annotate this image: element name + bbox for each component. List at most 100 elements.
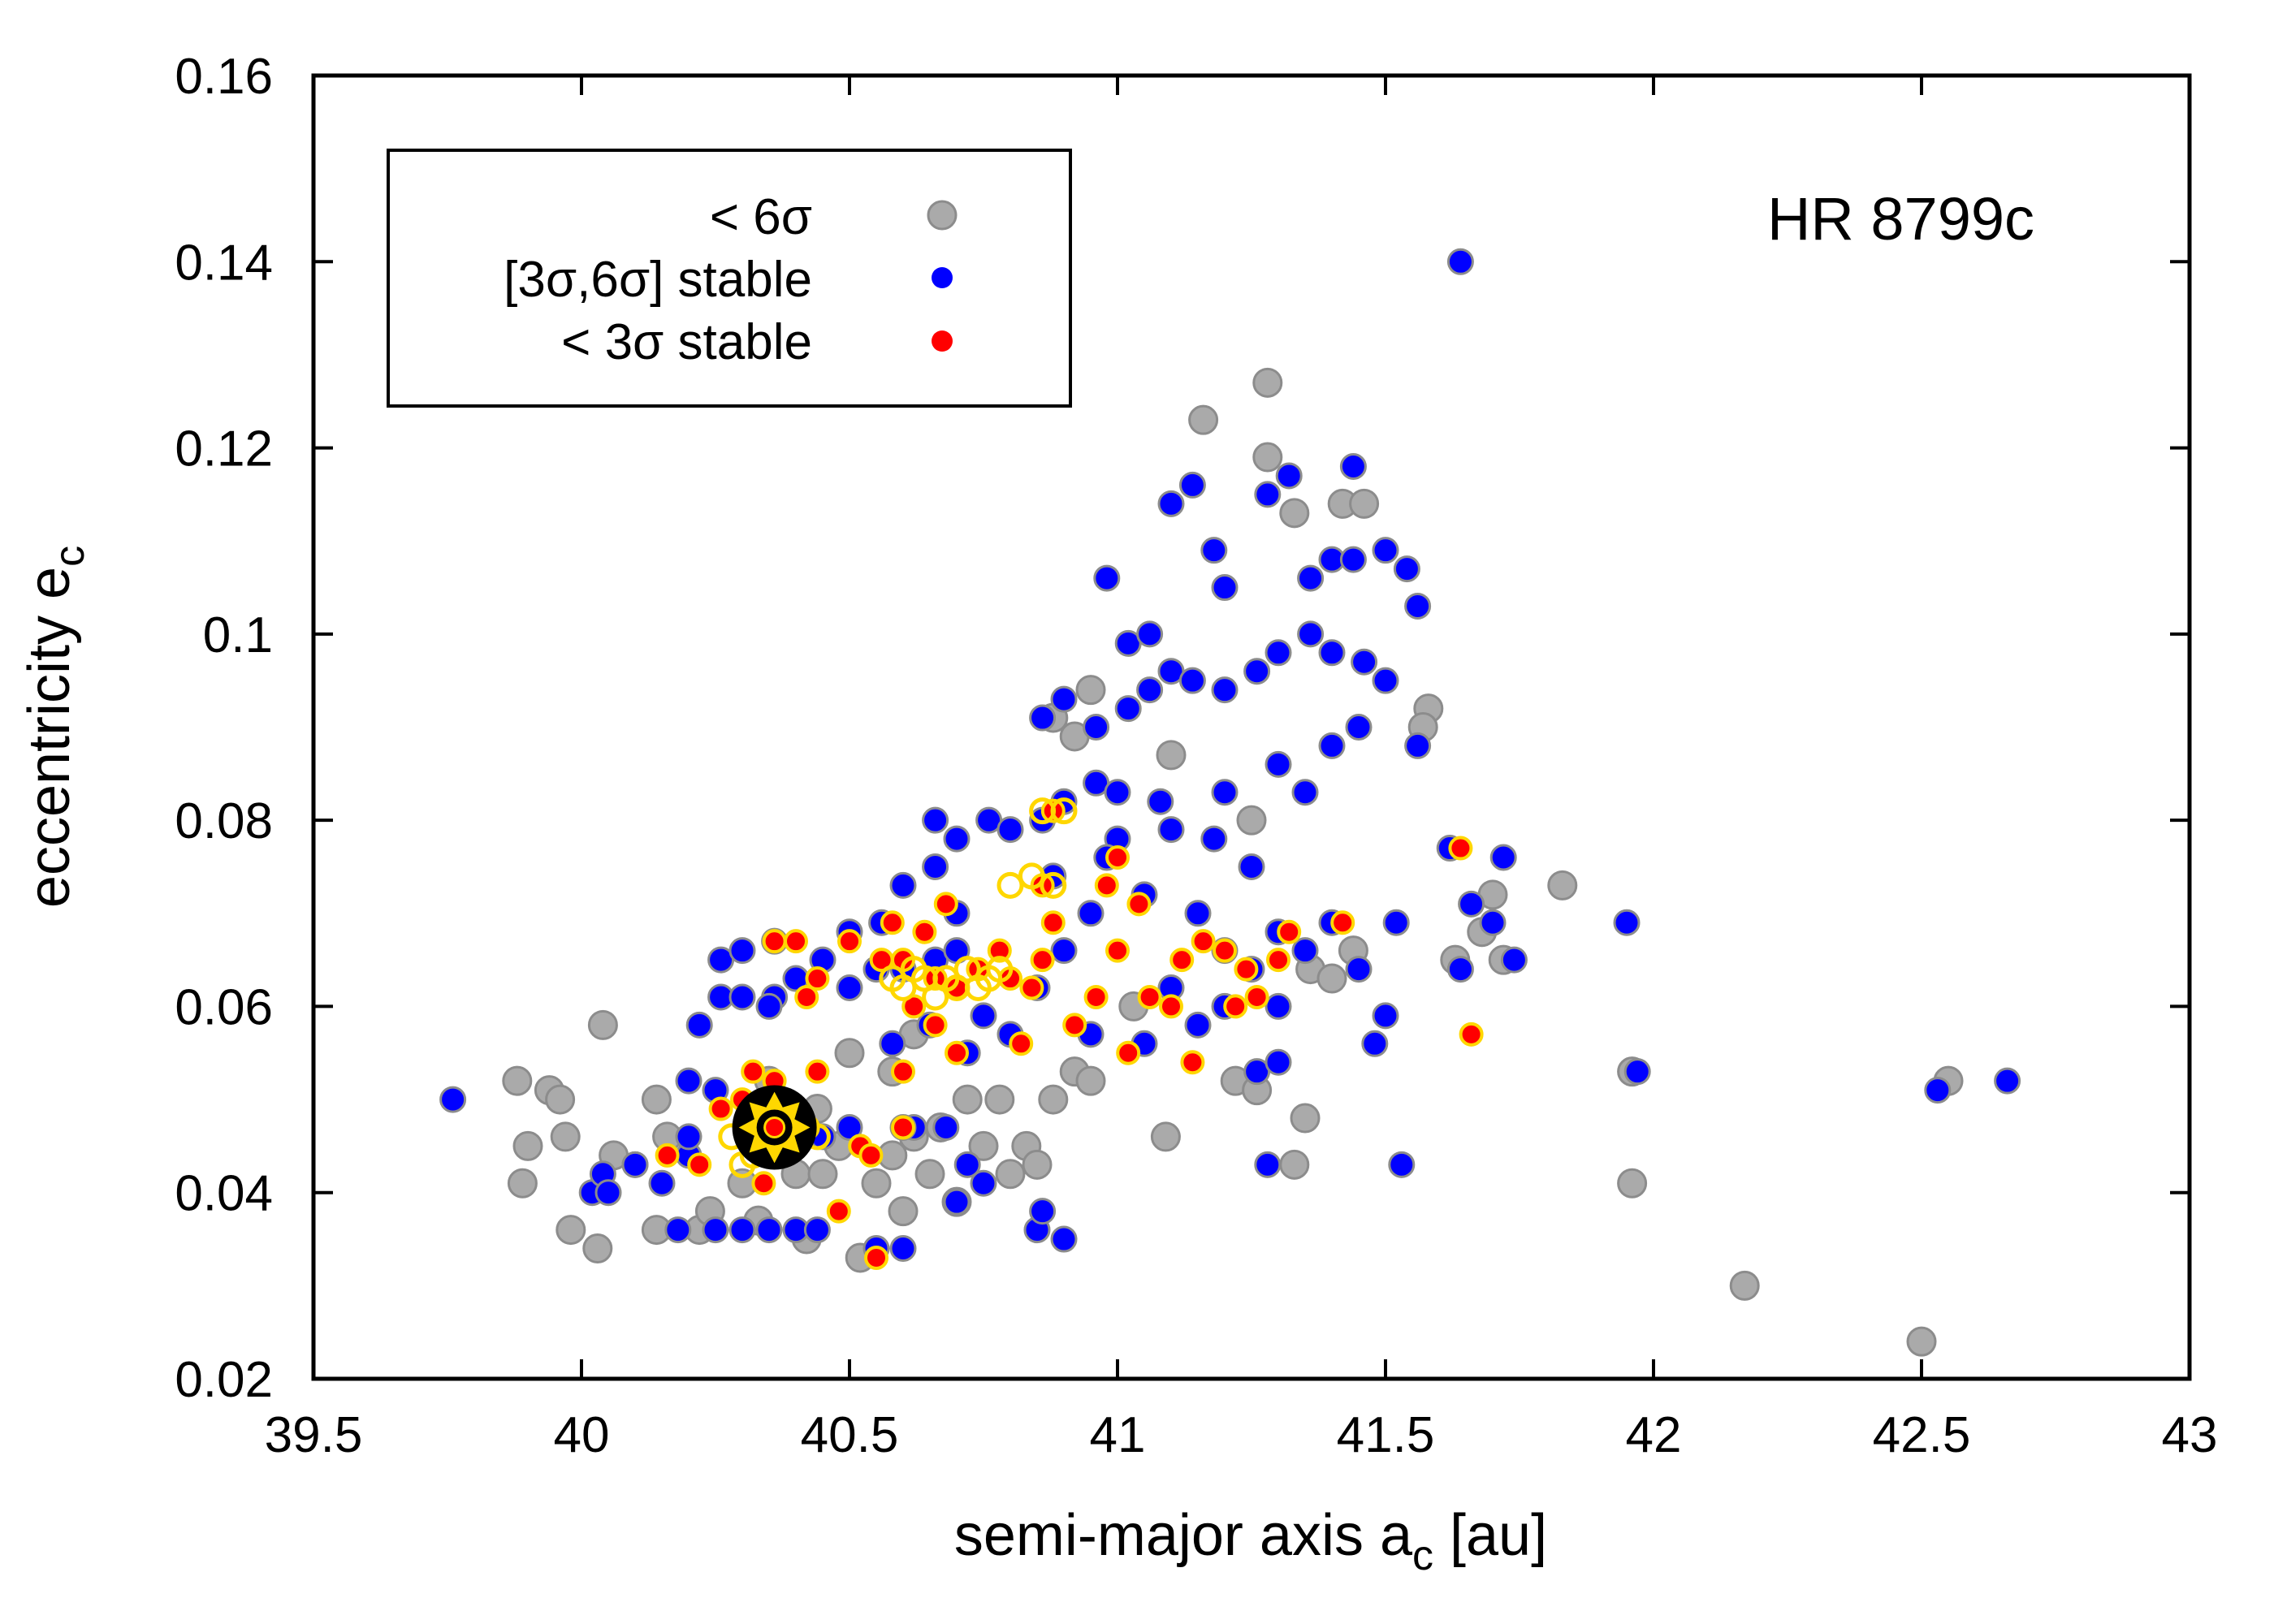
blue-point [1458, 890, 1485, 918]
red-point [864, 1245, 888, 1270]
y-tick-label: 0.12 [175, 421, 273, 477]
red-point [1062, 1013, 1087, 1038]
gray-point [550, 1121, 581, 1152]
red-point [1277, 919, 1302, 944]
blue-point [1291, 779, 1319, 806]
blue-point [889, 871, 917, 899]
gray-point [952, 1084, 983, 1115]
x-axis-title: semi-major axis ac [au] [954, 1503, 1547, 1579]
red-point [1126, 892, 1152, 917]
x-axis-title-sub: c [1412, 1532, 1433, 1579]
blue-point [1104, 779, 1131, 806]
red-point [1223, 994, 1248, 1019]
blue-point [648, 1169, 676, 1197]
red-point [1234, 957, 1259, 982]
red-point [1191, 929, 1216, 954]
gray-point [1906, 1326, 1937, 1357]
blue-point [970, 1169, 997, 1197]
blue-point [675, 1067, 703, 1095]
blue-point [594, 1179, 622, 1207]
legend-marker-gray [927, 200, 958, 231]
red-point [805, 966, 830, 991]
blue-point [1184, 900, 1212, 927]
gray-point [834, 1038, 865, 1069]
red-point [1094, 873, 1119, 898]
blue-point [755, 1216, 783, 1244]
blue-point [1211, 676, 1239, 704]
blue-point [1489, 844, 1517, 871]
best-fit-dot [763, 1116, 786, 1138]
blue-point [1136, 620, 1164, 648]
blue-point [1339, 546, 1367, 573]
legend-marker-red [932, 330, 953, 352]
blue-point [1029, 704, 1057, 732]
gray-point [995, 1159, 1026, 1190]
legend-marker-blue [932, 267, 953, 288]
blue-point [1093, 564, 1121, 592]
blue-point [1404, 592, 1432, 620]
red-point [655, 1142, 680, 1168]
blue-point [728, 983, 756, 1011]
x-tick-label: 39.5 [265, 1407, 363, 1463]
blue-point [1291, 937, 1319, 965]
red-point [891, 1115, 915, 1140]
red-point [826, 1199, 851, 1224]
yellow-point [986, 956, 1014, 983]
blue-point [1077, 900, 1105, 927]
blue-point [943, 1188, 971, 1216]
gray-point [888, 1196, 919, 1227]
x-axis-title-unit: [au] [1433, 1503, 1547, 1568]
x-tick-label: 42 [1626, 1407, 1682, 1463]
blue-point [1114, 695, 1142, 723]
red-point [933, 892, 958, 917]
x-axis-title-main: semi-major axis a [954, 1503, 1413, 1568]
x-tick-label: 40 [554, 1407, 610, 1463]
gray-point [1617, 1168, 1648, 1199]
x-tick-label: 41 [1090, 1407, 1146, 1463]
blue-point [1157, 816, 1185, 844]
blue-point [1318, 639, 1346, 667]
gray-point [1547, 870, 1578, 901]
blue-point [1318, 732, 1346, 759]
y-axis-title: eccentricity ec [17, 546, 93, 908]
blue-point [755, 992, 783, 1020]
blue-point [1136, 676, 1164, 704]
red-point [858, 1142, 884, 1168]
blue-point [702, 1216, 729, 1244]
red-point [891, 1059, 915, 1084]
gray-point [1188, 404, 1219, 435]
yellow-point [996, 871, 1024, 899]
blue-point [1388, 1151, 1416, 1178]
red-point [1244, 984, 1269, 1009]
blue-point [889, 1235, 917, 1262]
y-tick-label: 0.02 [175, 1352, 273, 1408]
blue-point [953, 1151, 981, 1178]
gray-point [512, 1130, 543, 1161]
gray-point [1150, 1121, 1181, 1152]
blue-point [1372, 1002, 1399, 1030]
blue-point [1211, 779, 1239, 806]
gray-point [641, 1084, 672, 1115]
y-tick-label: 0.14 [175, 235, 273, 291]
blue-point [1238, 853, 1265, 880]
x-tick-label: 42.5 [1873, 1407, 1971, 1463]
blue-point [1265, 992, 1292, 1020]
gray-point [914, 1159, 945, 1190]
blue-point [1345, 714, 1373, 741]
gray-point [968, 1130, 999, 1161]
blue-point [1404, 732, 1432, 759]
blue-point [1297, 564, 1325, 592]
gray-point [507, 1168, 538, 1199]
red-point [1169, 948, 1195, 973]
gray-point [587, 1009, 618, 1040]
yellow-point [879, 965, 906, 992]
red-point [880, 910, 905, 935]
y-tick-label: 0.06 [175, 979, 273, 1035]
red-point [1137, 984, 1162, 1009]
gray-point [582, 1233, 613, 1263]
red-point [987, 938, 1012, 963]
blue-point [1345, 956, 1373, 983]
red-point [869, 948, 894, 973]
blue-point [1147, 788, 1174, 815]
